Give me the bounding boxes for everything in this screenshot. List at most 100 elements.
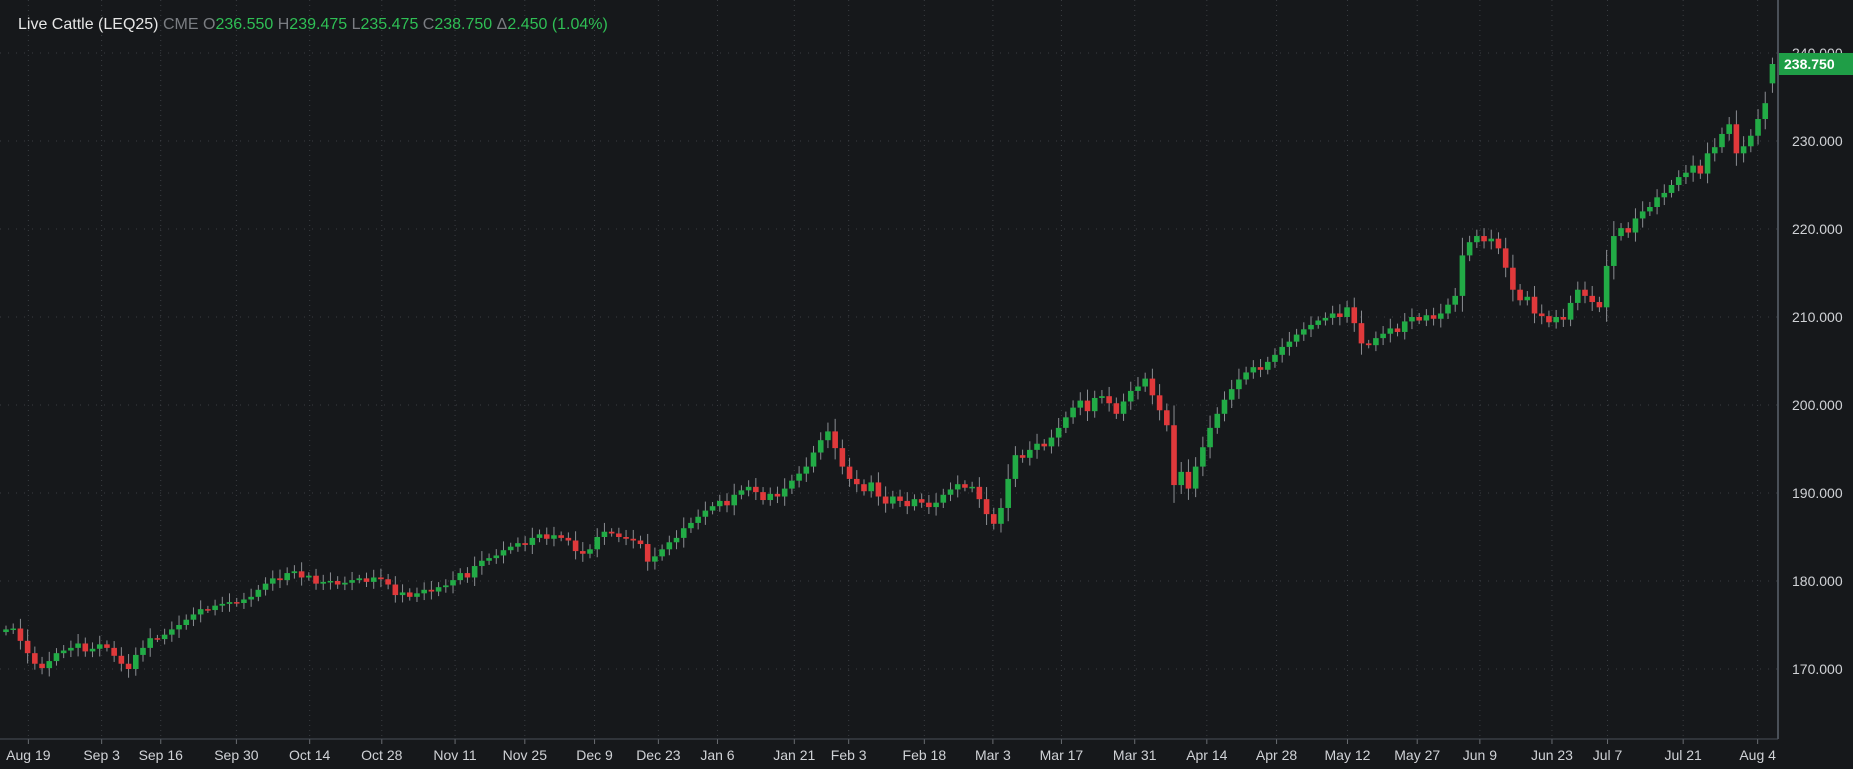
candle-body — [1301, 329, 1307, 335]
candle-body — [1755, 119, 1761, 136]
candle-body — [1257, 367, 1264, 370]
candle-body — [1401, 321, 1408, 332]
candle-body — [306, 575, 312, 578]
candle-body — [781, 488, 788, 497]
candle-body — [1005, 478, 1011, 508]
candle-body — [1279, 346, 1285, 355]
candle-body — [1228, 389, 1235, 400]
change-value: 2.450 (1.04%) — [507, 16, 608, 33]
candle-body — [1164, 410, 1170, 426]
x-tick-label: Jan 6 — [700, 747, 734, 763]
candle-body — [616, 533, 622, 537]
candle-body — [1517, 289, 1523, 301]
candle-body — [1495, 238, 1502, 249]
x-tick-label: Sep 16 — [139, 747, 184, 763]
candle-body — [882, 496, 889, 504]
x-tick-label: Sep 30 — [214, 747, 259, 763]
x-tick-label: Jul 21 — [1664, 747, 1702, 763]
candle-body — [1524, 296, 1531, 301]
candle-body — [1070, 407, 1076, 418]
candle-body — [89, 648, 96, 652]
candle-body — [558, 535, 564, 538]
candle-body — [817, 440, 824, 453]
candle-body — [507, 546, 514, 551]
candle-body — [1762, 103, 1769, 119]
x-tick-label: Feb 18 — [903, 747, 947, 763]
candle-body — [1452, 295, 1459, 305]
candle-body — [731, 494, 738, 506]
candle-body — [760, 492, 766, 501]
x-tick-label: Feb 3 — [831, 747, 867, 763]
x-tick-label: Jan 21 — [773, 747, 815, 763]
candle-body — [673, 537, 680, 543]
candle-body — [940, 494, 947, 503]
candle-body — [1553, 317, 1559, 323]
close-label: C — [422, 16, 435, 33]
candle-body — [147, 638, 153, 648]
y-tick-label: 220.000 — [1792, 221, 1843, 237]
candle-body — [890, 496, 896, 504]
candle-body — [1625, 228, 1632, 233]
candle-body — [962, 484, 968, 488]
candle-body — [810, 452, 817, 467]
candle-body — [1272, 354, 1278, 362]
candle-body — [197, 609, 204, 615]
candle-body — [464, 573, 471, 578]
x-tick-label: Mar 31 — [1113, 747, 1157, 763]
candle-body — [1481, 236, 1487, 242]
candle-body — [1344, 307, 1350, 317]
candle-body — [60, 650, 67, 654]
candle-body — [104, 644, 110, 648]
candle-body — [716, 500, 723, 507]
candle-body — [1171, 425, 1177, 486]
candle-body — [111, 647, 117, 656]
candle-body — [248, 596, 254, 600]
candle-body — [709, 506, 716, 511]
candle-body — [947, 489, 954, 495]
candle-body — [1466, 242, 1473, 256]
candle-body — [551, 535, 557, 539]
x-tick-label: Apr 28 — [1256, 747, 1297, 763]
candle-body — [284, 573, 290, 581]
candle-body — [241, 599, 247, 603]
x-tick-label: Aug 19 — [6, 747, 51, 763]
candle-body — [428, 589, 435, 592]
candle-body — [327, 581, 334, 583]
candle-body — [1120, 401, 1127, 414]
candle-body — [1574, 289, 1581, 303]
candle-body — [176, 625, 182, 630]
candle-body — [363, 578, 370, 582]
candle-body — [774, 493, 781, 497]
candle-body — [450, 580, 456, 586]
candle-body — [1113, 403, 1120, 414]
candle-body — [356, 578, 363, 581]
candle-body — [277, 578, 283, 581]
candle-body — [738, 490, 745, 495]
candle-body — [1264, 361, 1271, 370]
candle-body — [334, 581, 341, 585]
candle-body — [904, 500, 911, 507]
candle-body — [543, 534, 550, 539]
chart-legend-header: Live Cattle (LEQ25) CME O236.550 H239.47… — [18, 16, 608, 34]
high-label: H — [277, 16, 290, 33]
candle-body — [644, 544, 651, 562]
candle-body — [659, 549, 665, 557]
candle-body — [1214, 413, 1221, 428]
candle-body — [1769, 64, 1776, 84]
x-tick-label: Oct 14 — [289, 747, 330, 763]
candle-body — [414, 593, 420, 597]
candle-body — [1250, 367, 1257, 373]
candle-body — [1394, 328, 1401, 332]
candle-body — [471, 566, 478, 578]
candle-body — [1697, 165, 1704, 174]
low-label: L — [351, 16, 361, 33]
candle-body — [53, 653, 60, 662]
candle-body — [1192, 466, 1199, 489]
candle-body — [861, 484, 867, 492]
candle-body — [457, 573, 464, 581]
candle-body — [233, 602, 240, 604]
close-value: 238.750 — [434, 16, 493, 33]
candle-body — [479, 560, 485, 567]
candle-body — [486, 558, 492, 561]
